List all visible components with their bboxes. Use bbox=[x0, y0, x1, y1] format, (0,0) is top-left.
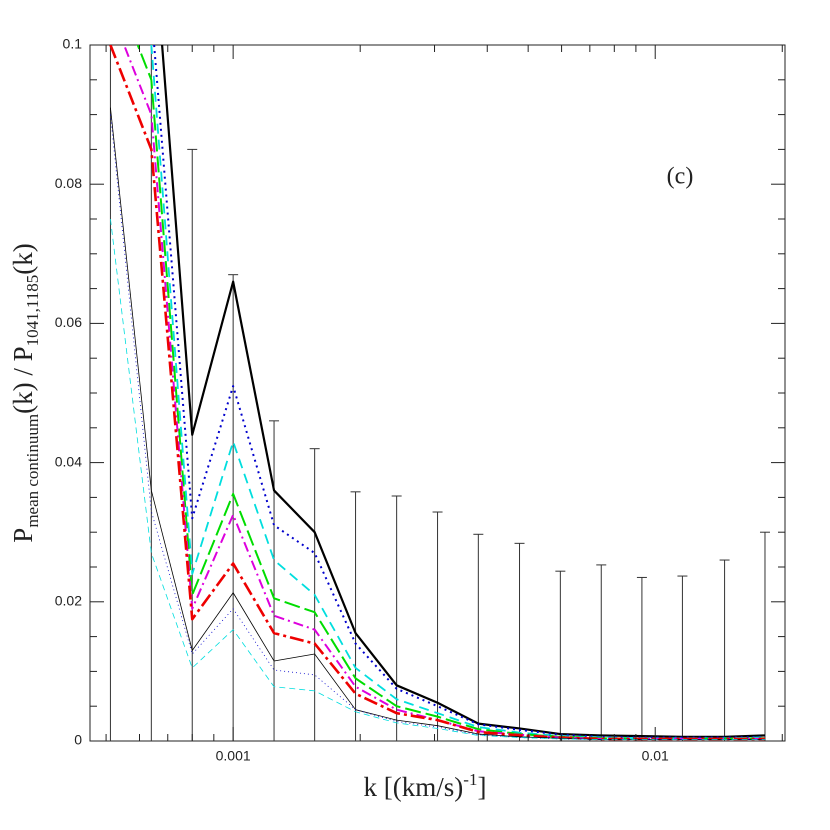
y-tick-label: 0.08 bbox=[55, 175, 82, 191]
x-label-end: ] bbox=[477, 772, 486, 802]
y-axis-label: Pmean continuum(k) / P1041,1185(k) bbox=[8, 243, 42, 542]
error-bar bbox=[187, 148, 198, 741]
error-bar bbox=[473, 533, 484, 741]
plot-area bbox=[109, 45, 770, 741]
error-bar bbox=[350, 491, 361, 741]
panel-label: (c) bbox=[667, 164, 694, 190]
error-bar bbox=[636, 576, 647, 741]
x-label-sup: -1 bbox=[463, 770, 477, 789]
y-tick-label: 0.02 bbox=[55, 593, 82, 609]
y-tick-label: 0.1 bbox=[63, 36, 83, 52]
y-label-main: P bbox=[8, 528, 38, 543]
error-bar bbox=[677, 575, 688, 741]
series-line bbox=[110, 114, 765, 741]
error-bar bbox=[150, 45, 152, 741]
x-axis-label: k [(km/s)-1] bbox=[364, 770, 487, 802]
series-line bbox=[109, 45, 765, 741]
x-label-main: k [(km/s) bbox=[364, 772, 464, 802]
error-bar bbox=[719, 559, 730, 741]
error-bar bbox=[555, 570, 566, 741]
error-bar bbox=[269, 420, 280, 741]
error-bar bbox=[514, 542, 525, 741]
y-label-mid: (k) / P bbox=[8, 346, 38, 414]
y-label-end: (k) bbox=[8, 243, 38, 274]
error-bar bbox=[759, 531, 770, 741]
y-label-sub1: mean continuum bbox=[23, 414, 42, 528]
error-bar bbox=[596, 564, 607, 741]
y-tick-label: 0 bbox=[74, 732, 82, 748]
error-bar bbox=[432, 511, 443, 741]
y-tick-label: 0.04 bbox=[55, 453, 82, 469]
y-tick-label: 0.06 bbox=[55, 314, 82, 330]
error-bar bbox=[228, 274, 239, 741]
y-label-sub2: 1041,1185 bbox=[23, 275, 42, 347]
x-tick-label: 0.001 bbox=[216, 748, 251, 764]
x-tick-label: 0.01 bbox=[642, 748, 669, 764]
